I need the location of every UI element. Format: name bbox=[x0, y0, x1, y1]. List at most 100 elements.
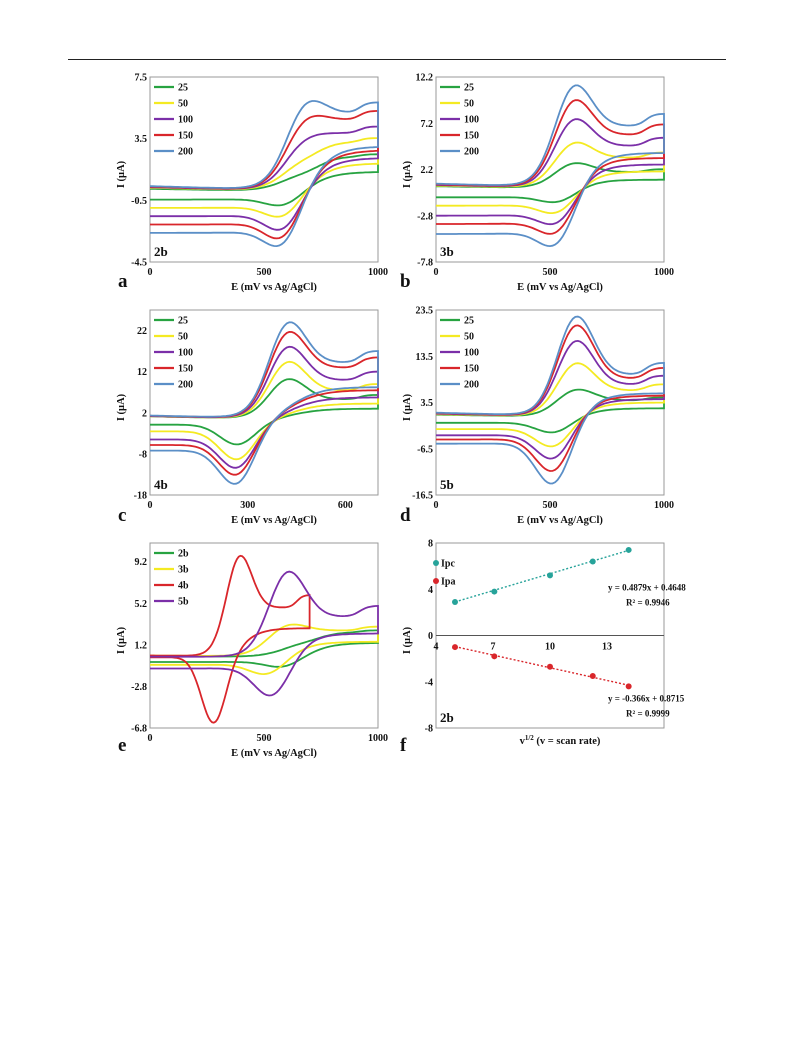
compound-badge: 4b bbox=[154, 477, 168, 492]
x-tick-label: 0 bbox=[148, 500, 153, 511]
y-axis-label: I (µA) bbox=[116, 160, 127, 188]
x-tick-label: 0 bbox=[148, 733, 153, 744]
panel-letter-e: e bbox=[118, 735, 127, 756]
panel-e-chart: -6.8 -2.8 1.2 5.2 9.2 0 500 1000 E (mV vs Ag/AgC… bbox=[110, 538, 400, 763]
panel-f-chart: y = 0.4879x + 0.4648 R² = 0.9946 y = -0.36… bbox=[396, 538, 686, 763]
legend-label: 50 bbox=[464, 99, 474, 110]
legend-label: 100 bbox=[464, 348, 479, 359]
x-tick-label: 0 bbox=[148, 267, 153, 278]
legend-label: 3b bbox=[178, 565, 189, 576]
plot-area bbox=[149, 309, 379, 496]
panel-letter-b: b bbox=[400, 271, 411, 292]
legend-label: 150 bbox=[178, 131, 193, 142]
plot-area bbox=[435, 76, 665, 263]
legend-marker bbox=[433, 578, 439, 584]
x-tick-label: 13 bbox=[602, 642, 612, 653]
legend-label: 200 bbox=[178, 147, 193, 158]
legend-label: 150 bbox=[464, 364, 479, 375]
x-tick-label: 1000 bbox=[368, 267, 388, 278]
y-tick-label: 12 bbox=[137, 367, 147, 378]
x-axis-label: E (mV vs Ag/AgCl) bbox=[231, 282, 317, 293]
legend-label: Ipc bbox=[441, 559, 455, 570]
x-tick-label: 1000 bbox=[654, 500, 674, 511]
legend-label: 25 bbox=[464, 83, 474, 94]
legend-label: 50 bbox=[178, 99, 188, 110]
x-tick-label: 1000 bbox=[368, 733, 388, 744]
legend-label: 100 bbox=[178, 115, 193, 126]
cv-series-200 bbox=[435, 315, 665, 485]
y-tick-label: 2 bbox=[142, 408, 147, 419]
legend-label: 50 bbox=[178, 332, 188, 343]
panel-b-chart: -7.8 -2.8 2.2 7.2 12.2 0 500 1000 E (mV vs Ag/Ag… bbox=[396, 72, 686, 297]
cv-series-5b bbox=[150, 570, 379, 697]
legend-label: 25 bbox=[464, 316, 474, 327]
x-axis-label: E (mV vs Ag/AgCl) bbox=[231, 748, 317, 759]
legend-label: Ipa bbox=[441, 577, 455, 588]
panel-letter-d: d bbox=[400, 505, 411, 526]
compound-badge: 2b bbox=[440, 710, 454, 725]
data-point-Ipc bbox=[491, 588, 498, 595]
cv-chart-d: -16.5 -6.5 3.5 13.5 23.5 0 500 1000 E (mV vs Ag/… bbox=[402, 306, 674, 527]
y-tick-label: -8 bbox=[425, 724, 433, 735]
y-tick-label: 7.2 bbox=[421, 119, 434, 130]
legend-label: 200 bbox=[464, 147, 479, 158]
y-tick-label: 13.5 bbox=[416, 352, 434, 363]
x-axis-label: E (mV vs Ag/AgCl) bbox=[517, 515, 603, 526]
panel-letter-a: a bbox=[118, 271, 128, 292]
trendline-Ipa bbox=[454, 645, 629, 686]
y-tick-label: -4 bbox=[425, 677, 433, 688]
x-axis-label: E (mV vs Ag/AgCl) bbox=[517, 282, 603, 293]
y-tick-label: 12.2 bbox=[416, 73, 434, 84]
cv-chart-a: -4.5 -0.5 3.5 7.5 0 500 1000 E (mV vs Ag/AgCl) I… bbox=[116, 73, 388, 294]
y-tick-label: -0.5 bbox=[131, 196, 147, 207]
data-point-Ipa bbox=[625, 683, 632, 690]
y-tick-label: 9.2 bbox=[135, 557, 148, 568]
panel-c-chart: -18 -8 2 12 22 0 300 600 E (mV vs Ag/AgCl) I (µA)… bbox=[110, 305, 400, 530]
panel-a-chart: -4.5 -0.5 3.5 7.5 0 500 1000 E (mV vs Ag/AgCl) I… bbox=[110, 72, 400, 297]
plot-area bbox=[149, 76, 379, 263]
y-tick-label: 1.2 bbox=[135, 640, 148, 651]
y-tick-label: 22 bbox=[137, 326, 147, 337]
x-tick-label: 1000 bbox=[654, 267, 674, 278]
x-tick-label: 10 bbox=[545, 642, 555, 653]
y-tick-label: 0 bbox=[428, 631, 433, 642]
y-axis-label: I (µA) bbox=[402, 626, 413, 654]
x-axis-label: E (mV vs Ag/AgCl) bbox=[231, 515, 317, 526]
data-point-Ipc bbox=[625, 546, 632, 553]
y-tick-label: 3.5 bbox=[135, 134, 148, 145]
y-tick-label: 5.2 bbox=[135, 599, 148, 610]
y-tick-label: -8 bbox=[139, 449, 147, 460]
panel-letter-c: c bbox=[118, 505, 127, 526]
fit-equation: y = -0.366x + 0.8715 bbox=[608, 693, 685, 703]
x-tick-label: 500 bbox=[257, 267, 272, 278]
legend-label: 200 bbox=[178, 380, 193, 391]
x-tick-label: 0 bbox=[434, 500, 439, 511]
fit-r2: R² = 0.9946 bbox=[626, 597, 670, 607]
data-point-Ipc bbox=[452, 598, 458, 605]
y-tick-label: -6.8 bbox=[131, 724, 147, 735]
cv-chart-c: -18 -8 2 12 22 0 300 600 E (mV vs Ag/AgCl) I (µA)… bbox=[116, 309, 379, 526]
y-axis-label: I (µA) bbox=[116, 626, 127, 654]
y-tick-label: 2.2 bbox=[421, 165, 434, 176]
data-point-Ipa bbox=[547, 663, 553, 670]
y-tick-label: 8 bbox=[428, 539, 433, 550]
x-axis-label: v1/2 (v = scan rate) bbox=[520, 734, 601, 747]
data-point-Ipc bbox=[547, 572, 553, 579]
y-tick-label: -6.5 bbox=[417, 444, 433, 455]
fit-equation: y = 0.4879x + 0.4648 bbox=[608, 582, 686, 592]
y-tick-label: -16.5 bbox=[412, 491, 433, 502]
y-axis-label: I (µA) bbox=[116, 393, 127, 421]
y-axis-label: I (µA) bbox=[402, 393, 413, 421]
y-tick-label: 23.5 bbox=[416, 306, 434, 317]
x-tick-label: 500 bbox=[543, 267, 558, 278]
legend-label: 150 bbox=[464, 131, 479, 142]
x-tick-label: 600 bbox=[338, 500, 353, 511]
x-tick-label: 0 bbox=[434, 267, 439, 278]
legend-label: 100 bbox=[464, 115, 479, 126]
legend-label: 2b bbox=[178, 549, 189, 560]
data-point-Ipa bbox=[452, 644, 458, 651]
x-tick-label: 4 bbox=[434, 642, 439, 653]
scatter-chart-f: y = 0.4879x + 0.4648 R² = 0.9946 y = -0.36… bbox=[402, 539, 686, 748]
compound-badge: 5b bbox=[440, 477, 454, 492]
y-tick-label: 3.5 bbox=[421, 398, 434, 409]
